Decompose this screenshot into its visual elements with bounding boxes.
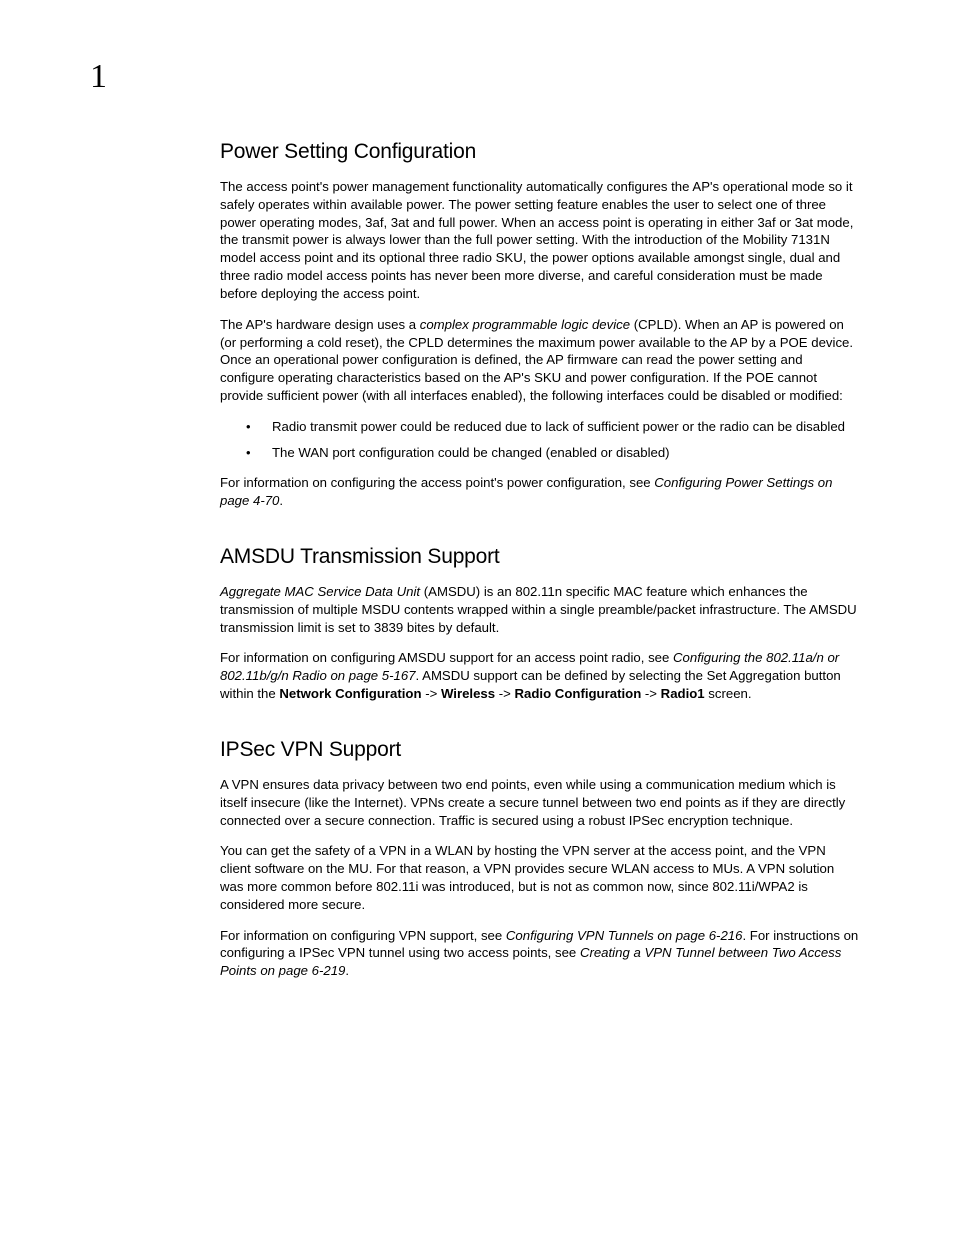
text-run: screen. <box>705 686 752 701</box>
page-content: Power Setting Configuration The access p… <box>220 140 860 980</box>
italic-text: Aggregate MAC Service Data Unit <box>220 584 420 599</box>
text-run: -> <box>495 686 514 701</box>
italic-text: Configuring VPN Tunnels on page 6-216 <box>506 928 743 943</box>
list-item: The WAN port configuration could be chan… <box>220 444 860 462</box>
paragraph-text: For information on configuring the acces… <box>220 474 860 510</box>
heading-power-setting: Power Setting Configuration <box>220 140 860 164</box>
bold-text: Network Configuration <box>279 686 421 701</box>
bold-text: Radio Configuration <box>515 686 642 701</box>
bullet-list: Radio transmit power could be reduced du… <box>220 418 860 462</box>
paragraph-text: You can get the safety of a VPN in a WLA… <box>220 842 860 913</box>
document-page: 1 Power Setting Configuration The access… <box>0 0 954 1235</box>
paragraph-text: For information on configuring VPN suppo… <box>220 927 860 980</box>
paragraph-text: Aggregate MAC Service Data Unit (AMSDU) … <box>220 583 860 636</box>
text-run: . <box>279 493 283 508</box>
text-run: The AP's hardware design uses a <box>220 317 420 332</box>
section-spacer <box>220 523 860 545</box>
bold-text: Radio1 <box>661 686 705 701</box>
text-run: For information on configuring AMSDU sup… <box>220 650 673 665</box>
text-run: For information on configuring VPN suppo… <box>220 928 506 943</box>
paragraph-text: For information on configuring AMSDU sup… <box>220 649 860 702</box>
heading-ipsec: IPSec VPN Support <box>220 738 860 762</box>
list-item: Radio transmit power could be reduced du… <box>220 418 860 436</box>
chapter-number: 1 <box>90 58 107 96</box>
paragraph-text: The access point's power management func… <box>220 178 860 303</box>
text-run: -> <box>641 686 660 701</box>
section-spacer <box>220 716 860 738</box>
text-run: -> <box>422 686 441 701</box>
italic-text: complex programmable logic device <box>420 317 630 332</box>
text-run: For information on configuring the acces… <box>220 475 654 490</box>
paragraph-text: The AP's hardware design uses a complex … <box>220 316 860 405</box>
paragraph-text: A VPN ensures data privacy between two e… <box>220 776 860 829</box>
bold-text: Wireless <box>441 686 495 701</box>
heading-amsdu: AMSDU Transmission Support <box>220 545 860 569</box>
text-run: . <box>345 963 349 978</box>
